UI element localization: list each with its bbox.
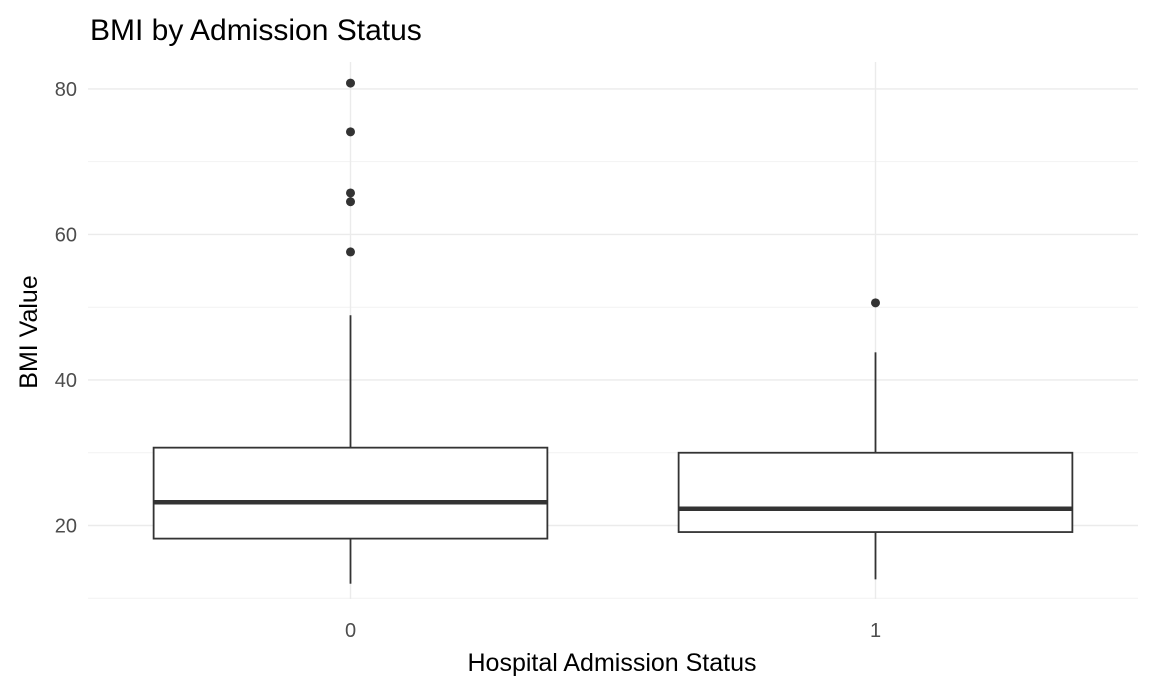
x-axis-title: Hospital Admission Status <box>467 649 756 677</box>
y-axis-title: BMI Value <box>15 275 43 388</box>
iqr-box <box>677 451 1074 533</box>
boxes <box>152 78 1074 584</box>
axis-ticks: 20 40 60 80 0 1 <box>55 79 881 642</box>
outlier-point <box>346 188 355 198</box>
y-tick-label: 80 <box>55 79 77 101</box>
x-tick-label: 1 <box>870 620 881 642</box>
x-tick-label: 0 <box>345 620 356 642</box>
outlier-point <box>871 298 880 308</box>
outlier-point <box>346 247 355 257</box>
iqr-box <box>152 446 549 540</box>
y-tick-label: 60 <box>55 224 77 246</box>
y-tick-label: 40 <box>55 370 77 392</box>
outlier-point <box>346 197 355 207</box>
outlier-point <box>346 127 355 137</box>
chart-title: BMI by Admission Status <box>90 14 422 47</box>
y-tick-label: 20 <box>55 516 77 538</box>
outlier-point <box>346 78 355 88</box>
